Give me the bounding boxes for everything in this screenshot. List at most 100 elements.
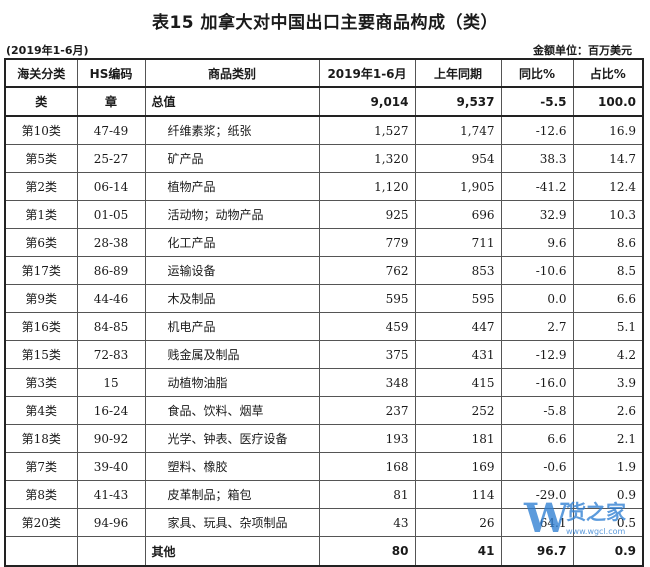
cell-hs: 90-92 (76, 424, 146, 453)
table-row: 第20类 94-96 家具、玩具、杂项制品 43 26 64.1 0.5 (4, 508, 644, 537)
col-header-customs-class: 海关分类 (4, 58, 78, 88)
cell-class: 第10类 (4, 115, 78, 145)
cell-prev: 431 (414, 340, 502, 369)
cell-yoy: 0.0 (500, 284, 574, 313)
cell-prev: 711 (414, 228, 502, 257)
cell-prev: 595 (414, 284, 502, 313)
cell-hs: 01-05 (76, 200, 146, 229)
col-header-category: 商品类别 (144, 58, 320, 88)
cell-prev: 853 (414, 256, 502, 285)
cell-hs: 86-89 (76, 256, 146, 285)
cell-prev: 1,905 (414, 172, 502, 201)
table-row: 第16类 84-85 机电产品 459 447 2.7 5.1 (4, 312, 644, 341)
cell-2019: 595 (318, 284, 416, 313)
cell-prev: 41 (414, 536, 502, 567)
cell-yoy: -5.5 (500, 86, 574, 117)
cell-class: 第18类 (4, 424, 78, 453)
col-header-share: 占比% (572, 58, 644, 88)
cell-hs: 94-96 (76, 508, 146, 537)
cell-share: 100.0 (572, 86, 644, 117)
cell-name: 总值 (144, 86, 320, 117)
cell-hs: 16-24 (76, 396, 146, 425)
cell-share: 10.3 (572, 200, 644, 229)
cell-class: 第5类 (4, 144, 78, 173)
cell-name: 动植物油脂 (144, 368, 320, 397)
cell-hs: 47-49 (76, 115, 146, 145)
cell-name: 木及制品 (144, 284, 320, 313)
cell-share: 0.9 (572, 480, 644, 509)
total-row: 类 章 总值 9,014 9,537 -5.5 100.0 (4, 86, 644, 117)
cell-hs: 44-46 (76, 284, 146, 313)
cell-class: 第9类 (4, 284, 78, 313)
table-row: 第1类 01-05 活动物；动物产品 925 696 32.9 10.3 (4, 200, 644, 229)
cell-2019: 237 (318, 396, 416, 425)
cell-name: 矿产品 (144, 144, 320, 173)
cell-class: 第7类 (4, 452, 78, 481)
cell-hs: 84-85 (76, 312, 146, 341)
cell-share: 4.2 (572, 340, 644, 369)
cell-name: 活动物；动物产品 (144, 200, 320, 229)
cell-share: 5.1 (572, 312, 644, 341)
cell-share: 8.5 (572, 256, 644, 285)
cell-2019: 762 (318, 256, 416, 285)
table-row: 第2类 06-14 植物产品 1,120 1,905 -41.2 12.4 (4, 172, 644, 201)
cell-2019: 925 (318, 200, 416, 229)
cell-prev: 252 (414, 396, 502, 425)
cell-2019: 348 (318, 368, 416, 397)
cell-name: 纤维素浆；纸张 (144, 115, 320, 145)
table-row: 第9类 44-46 木及制品 595 595 0.0 6.6 (4, 284, 644, 313)
cell-2019: 1,527 (318, 115, 416, 145)
cell-2019: 80 (318, 536, 416, 567)
cell-class: 第16类 (4, 312, 78, 341)
cell-share: 16.9 (572, 115, 644, 145)
table-row: 第10类 47-49 纤维素浆；纸张 1,527 1,747 -12.6 16.9 (4, 115, 644, 145)
cell-prev: 696 (414, 200, 502, 229)
cell-share: 12.4 (572, 172, 644, 201)
cell-yoy: -41.2 (500, 172, 574, 201)
cell-prev: 169 (414, 452, 502, 481)
cell-class: 第20类 (4, 508, 78, 537)
cell-hs: 72-83 (76, 340, 146, 369)
cell-name: 运输设备 (144, 256, 320, 285)
cell-prev: 954 (414, 144, 502, 173)
watermark-logo: W 货之家 www.wgcl.com (523, 495, 627, 542)
cell-share: 6.6 (572, 284, 644, 313)
cell-share: 3.9 (572, 368, 644, 397)
cell-name: 家具、玩具、杂项制品 (144, 508, 320, 537)
cell-yoy: -12.9 (500, 340, 574, 369)
cell-yoy: 32.9 (500, 200, 574, 229)
cell-yoy: -5.8 (500, 396, 574, 425)
cell-yoy: -29.0 (500, 480, 574, 509)
header-row: 海关分类 HS编码 商品类别 2019年1-6月 上年同期 同比% 占比% (4, 58, 644, 88)
table-row: 第4类 16-24 食品、饮料、烟草 237 252 -5.8 2.6 (4, 396, 644, 425)
cell-class: 第15类 (4, 340, 78, 369)
cell-share: 8.6 (572, 228, 644, 257)
cell-name: 光学、钟表、医疗设备 (144, 424, 320, 453)
cell-yoy: 6.6 (500, 424, 574, 453)
unit-note: 金额单位：百万美元 (533, 44, 632, 57)
cell-2019: 459 (318, 312, 416, 341)
col-header-hs-code: HS编码 (76, 58, 146, 88)
table-row: 第6类 28-38 化工产品 779 711 9.6 8.6 (4, 228, 644, 257)
cell-hs: 25-27 (76, 144, 146, 173)
cell-share: 0.5 (572, 508, 644, 537)
table-row: 第18类 90-92 光学、钟表、医疗设备 193 181 6.6 2.1 (4, 424, 644, 453)
cell-share: 14.7 (572, 144, 644, 173)
cell-2019: 375 (318, 340, 416, 369)
cell-name: 植物产品 (144, 172, 320, 201)
cell-hs: 28-38 (76, 228, 146, 257)
table-body: 类 章 总值 9,014 9,537 -5.5 100.0 第10类 47-49 纤… (4, 86, 644, 567)
cell-2019: 779 (318, 228, 416, 257)
cell-class: 第6类 (4, 228, 78, 257)
table-title: 表15 加拿大对中国出口主要商品构成（类） (151, 13, 499, 33)
cell-name: 化工产品 (144, 228, 320, 257)
cell-class: 第4类 (4, 396, 78, 425)
cell-class: 第3类 (4, 368, 78, 397)
cell-hs: 15 (76, 368, 146, 397)
cell-name: 皮革制品；箱包 (144, 480, 320, 509)
col-header-prev-year: 上年同期 (414, 58, 502, 88)
col-header-yoy: 同比% (500, 58, 574, 88)
cell-share: 2.1 (572, 424, 644, 453)
cell-2019: 1,320 (318, 144, 416, 173)
cell-class: 第17类 (4, 256, 78, 285)
